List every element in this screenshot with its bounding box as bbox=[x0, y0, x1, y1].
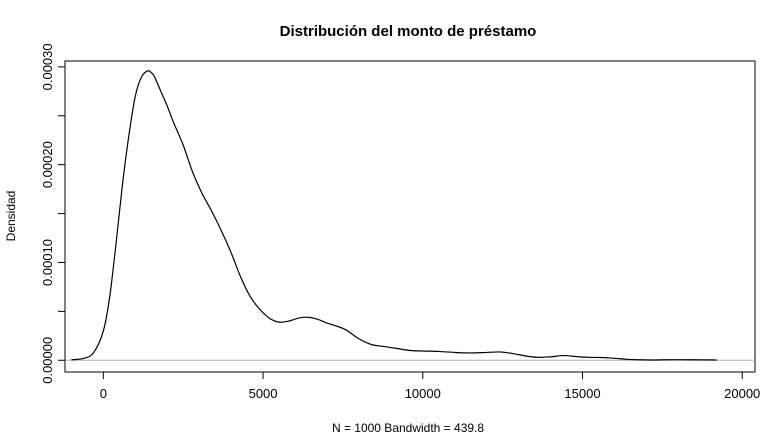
y-axis: 0.00000 0.00010 0.00020 0.00030 bbox=[40, 43, 66, 384]
y-tick-label-1: 0.00010 bbox=[40, 239, 55, 286]
x-axis-label: N = 1000 Bandwidth = 439.8 bbox=[332, 421, 484, 435]
x-axis: 0 5000 10000 15000 20000 bbox=[100, 371, 760, 401]
x-tick-label-1: 5000 bbox=[249, 386, 278, 401]
y-tick-label-0: 0.00000 bbox=[40, 337, 55, 384]
chart-title: Distribución del monto de préstamo bbox=[280, 23, 537, 40]
y-tick-label-2: 0.00020 bbox=[40, 141, 55, 188]
density-curve bbox=[71, 70, 717, 361]
x-tick-label-2: 10000 bbox=[405, 386, 441, 401]
x-tick-label-0: 0 bbox=[100, 386, 107, 401]
y-axis-label: Densidad bbox=[4, 191, 18, 242]
x-tick-label-4: 20000 bbox=[724, 386, 760, 401]
x-tick-label-3: 15000 bbox=[564, 386, 600, 401]
y-tick-label-3: 0.00030 bbox=[40, 43, 55, 90]
